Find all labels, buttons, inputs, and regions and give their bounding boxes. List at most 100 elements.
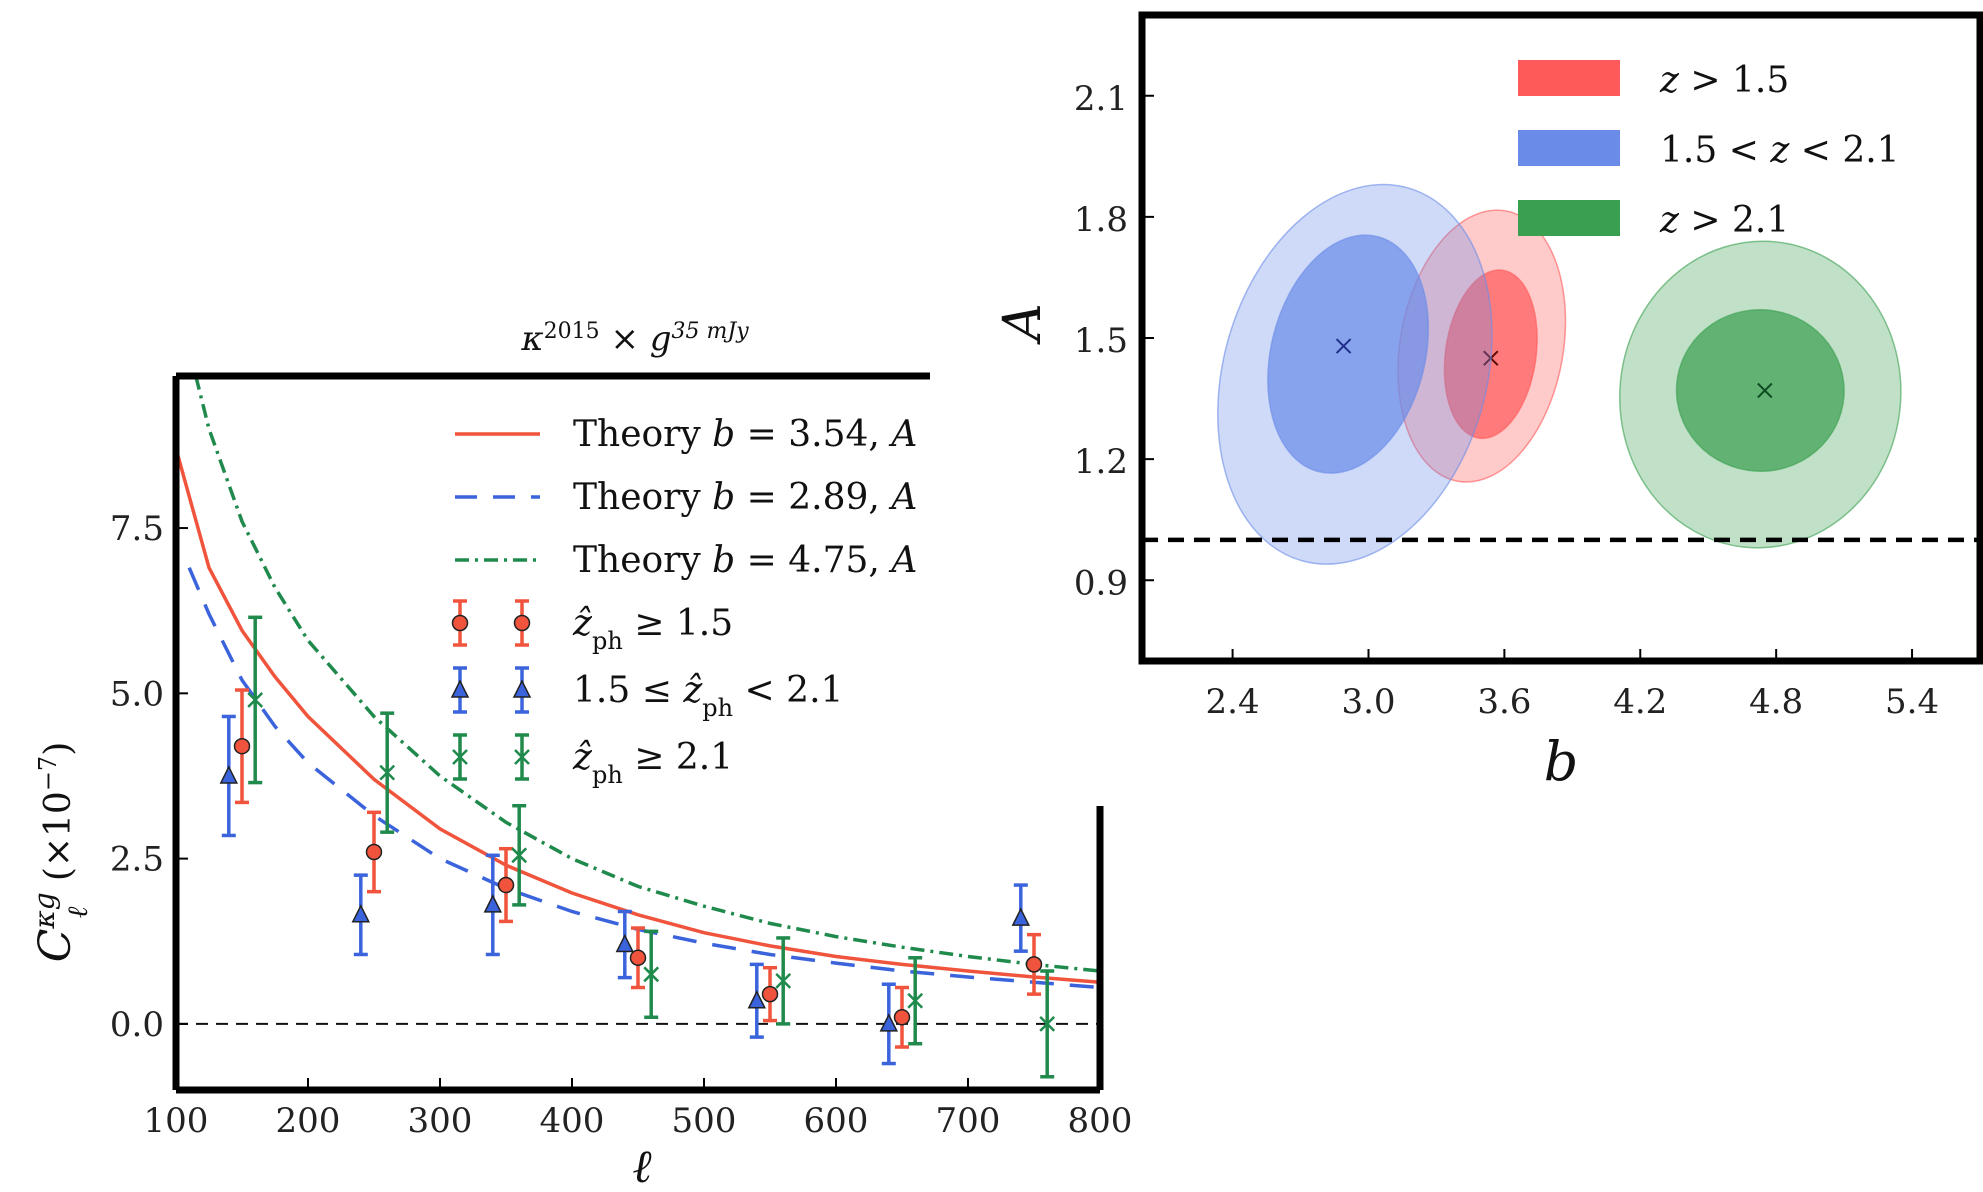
legend-marker bbox=[514, 749, 530, 765]
legend-marker-1-5-ph-2-1-1 bbox=[512, 666, 532, 714]
data-point-1-5-ph-2-1-440 bbox=[615, 909, 635, 980]
legend-label-zph-ge-21: ẑph ≥ 2.1 bbox=[572, 737, 733, 789]
legend-swatch-z-15-21 bbox=[1518, 130, 1620, 166]
point-marker bbox=[643, 966, 660, 983]
point-marker bbox=[893, 1009, 911, 1026]
legend-label-theory-289: Theory b = 2.89, A bbox=[573, 477, 917, 518]
y-tick-label-1.8: 1.8 bbox=[1074, 200, 1128, 240]
data-point-1-5-ph-2-1-340 bbox=[483, 853, 503, 957]
point-marker bbox=[1011, 907, 1031, 926]
legend-label-z-gt-21: z > 2.1 bbox=[1659, 200, 1789, 241]
y-tick-label-0.9: 0.9 bbox=[1074, 563, 1128, 603]
y-tick-label-1.5: 1.5 bbox=[1074, 321, 1128, 361]
right-y-axis-label: A bbox=[993, 303, 1053, 345]
point-marker bbox=[1025, 956, 1043, 973]
left-plot-frame bbox=[172, 372, 1104, 1094]
point-marker bbox=[365, 843, 383, 861]
data-point-1-5-ph-2-1-540 bbox=[747, 962, 767, 1039]
x-tick-label-2.4: 2.4 bbox=[1206, 682, 1260, 722]
point-marker bbox=[629, 949, 647, 967]
legend-marker-ph-2-1-1 bbox=[514, 733, 530, 781]
theory-curve-theory-b-3-54-a bbox=[176, 448, 1100, 984]
contour-z-2-1 bbox=[1618, 240, 1902, 549]
x-tick-label-700: 700 bbox=[936, 1101, 1001, 1141]
data-point-ph-2-1-160 bbox=[247, 615, 264, 785]
y-tick-label-2.5: 2.5 bbox=[110, 840, 164, 880]
data-point-ph-2-1-260 bbox=[379, 711, 396, 834]
theory-curve-theory-b-4-75-a bbox=[194, 376, 1100, 973]
x-tick-label-4.2: 4.2 bbox=[1613, 682, 1667, 722]
data-point-ph-2-1-460 bbox=[643, 929, 660, 1020]
data-point-ph-2-1-560 bbox=[775, 936, 792, 1026]
legend-marker-ph-2-1-0 bbox=[452, 733, 468, 781]
data-point-ph-1-5-150 bbox=[233, 688, 251, 805]
point-marker bbox=[247, 692, 264, 708]
x-tick-label-4.8: 4.8 bbox=[1749, 682, 1803, 722]
x-tick-label-300: 300 bbox=[408, 1101, 473, 1141]
y-tick-label-1.2: 1.2 bbox=[1074, 442, 1128, 482]
point-marker bbox=[497, 876, 515, 894]
data-point-ph-1-5-450 bbox=[629, 926, 647, 990]
x-tick-label-3.0: 3.0 bbox=[1341, 682, 1395, 722]
left-x-ticks: 100 200 300 400 500 600 700 800 bbox=[144, 1078, 1133, 1141]
legend-marker bbox=[512, 679, 532, 698]
legend-marker bbox=[513, 614, 531, 632]
confidence-contours bbox=[1217, 183, 1902, 565]
right-legend: z > 1.5 1.5 < z < 2.1 z > 2.1 bbox=[1518, 60, 1900, 241]
data-point-1-5-ph-2-1-140 bbox=[219, 714, 239, 838]
right-x-ticks: 2.4 3.0 3.6 4.2 4.8 5.4 bbox=[1206, 649, 1939, 722]
data-point-ph-2-1-760 bbox=[1039, 969, 1056, 1079]
legend-marker bbox=[451, 614, 469, 632]
y-tick-label-5.0: 5.0 bbox=[110, 674, 164, 714]
legend-label-z-15-21: 1.5 < z < 2.1 bbox=[1660, 130, 1900, 171]
data-point-ph-1-5-350 bbox=[497, 846, 515, 924]
y-tick-label-2.1: 2.1 bbox=[1074, 79, 1128, 119]
left-x-axis-label: ℓ bbox=[632, 1139, 652, 1192]
x-tick-label-400: 400 bbox=[540, 1101, 605, 1141]
legend-label-zph-ge-15: ẑph ≥ 1.5 bbox=[572, 603, 733, 655]
best-fit-marker-z-2-1 bbox=[1757, 382, 1773, 399]
point-marker bbox=[511, 847, 528, 864]
x-tick-label-200: 200 bbox=[276, 1101, 341, 1141]
right-x-axis-label: b bbox=[1544, 730, 1579, 793]
legend-marker-ph-1-5-1 bbox=[513, 599, 531, 647]
legend-marker-1-5-ph-2-1-0 bbox=[450, 666, 470, 714]
data-point-ph-1-5-250 bbox=[365, 810, 383, 894]
point-marker bbox=[1039, 1016, 1056, 1032]
x-tick-label-500: 500 bbox=[672, 1101, 737, 1141]
contour-1-5-z-2-1 bbox=[1217, 183, 1493, 565]
legend-marker bbox=[452, 749, 468, 765]
y-tick-label-0.0: 0.0 bbox=[110, 1005, 164, 1045]
theory-curves bbox=[176, 376, 1100, 990]
right-y-ticks: 0.9 1.2 1.5 1.8 2.1 bbox=[1074, 79, 1154, 603]
legend-label-theory-354: Theory b = 3.54, A bbox=[573, 414, 917, 455]
data-point-ph-2-1-360 bbox=[511, 803, 528, 907]
legend-marker bbox=[450, 679, 470, 698]
theory-curve-theory-b-2-89-a bbox=[187, 567, 1100, 990]
data-point-1-5-ph-2-1-740 bbox=[1011, 883, 1031, 953]
data-point-ph-1-5-550 bbox=[761, 965, 779, 1023]
legend-label-theory-475: Theory b = 4.75, A bbox=[573, 540, 917, 581]
cross-power-spectrum-panel: 100 200 300 400 500 600 700 800 0.0 2.5 5.0 7.5 κ2… bbox=[28, 319, 1133, 1192]
point-marker bbox=[761, 985, 779, 1003]
legend-label-z-gt-15: z > 1.5 bbox=[1659, 60, 1789, 101]
legend-label-zph-15-21: 1.5 ≤ ẑph < 2.1 bbox=[573, 670, 843, 722]
data-point-1-5-ph-2-1-240 bbox=[351, 873, 371, 957]
point-marker bbox=[351, 904, 371, 923]
left-legend: Theory b = 3.54, A Theory b = 2.89, A Th… bbox=[450, 414, 917, 789]
x-tick-label-100: 100 bbox=[144, 1101, 209, 1141]
data-point-ph-1-5-650 bbox=[893, 985, 911, 1049]
contour-68-1-5-z-2-1 bbox=[1267, 234, 1430, 474]
x-tick-label-800: 800 bbox=[1068, 1101, 1133, 1141]
left-y-axis-label: Cκgℓ (×10−7) bbox=[28, 742, 94, 963]
left-y-ticks: 0.0 2.5 5.0 7.5 bbox=[110, 509, 188, 1045]
x-tick-label-5.4: 5.4 bbox=[1885, 682, 1939, 722]
data-point-1-5-ph-2-1-640 bbox=[879, 982, 899, 1066]
point-marker bbox=[233, 737, 251, 755]
point-marker bbox=[907, 992, 924, 1009]
point-marker bbox=[379, 764, 396, 781]
best-fit-marker-1-5-z-2-1 bbox=[1335, 338, 1352, 354]
point-marker bbox=[879, 1013, 899, 1032]
data-point-ph-1-5-750 bbox=[1025, 932, 1043, 996]
